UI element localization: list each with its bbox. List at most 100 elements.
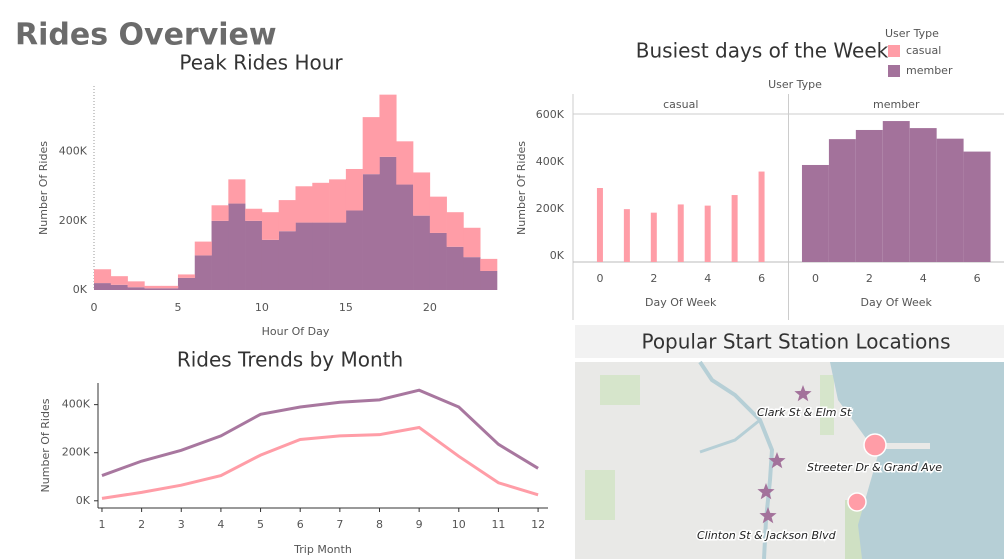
bar xyxy=(463,227,481,258)
park xyxy=(820,375,834,435)
legend-title: User Type xyxy=(885,27,939,40)
bar xyxy=(413,215,431,290)
bar xyxy=(211,205,229,221)
x-axis-title: Day Of Week xyxy=(861,296,933,309)
x-tick-label: 1 xyxy=(98,518,105,531)
legend-label: casual xyxy=(906,44,941,57)
bar xyxy=(312,222,330,290)
y-axis-title: Number Of Rides xyxy=(515,141,528,235)
bar xyxy=(329,222,347,290)
map-header xyxy=(575,325,1004,358)
y-tick-label: 0K xyxy=(550,249,565,262)
line xyxy=(101,425,539,500)
station-markers xyxy=(757,385,887,524)
y-tick-label: 200K xyxy=(59,214,88,227)
park xyxy=(845,500,863,559)
legend-swatch xyxy=(888,45,900,57)
x-tick-label: 4 xyxy=(704,272,711,285)
bar xyxy=(295,222,313,290)
bar xyxy=(731,195,738,262)
bar xyxy=(110,284,128,290)
chart-title: Rides Trends by Month xyxy=(177,348,403,372)
bar xyxy=(963,151,991,262)
bar xyxy=(379,156,397,290)
bar xyxy=(429,232,447,290)
bar xyxy=(194,255,212,290)
x-axis-title: Day Of Week xyxy=(645,296,717,309)
legend-label: member xyxy=(906,64,953,77)
map-title: Popular Start Station Locations xyxy=(641,330,950,354)
station-star xyxy=(768,452,786,469)
bar xyxy=(623,209,630,262)
bar xyxy=(245,220,263,290)
bar xyxy=(379,94,397,157)
bar xyxy=(261,212,280,240)
x-tick-label: 20 xyxy=(423,301,437,314)
x-tick-label: 11 xyxy=(491,518,505,531)
facet-header: member xyxy=(873,98,920,111)
station-label: Clinton St & Jackson Blvd xyxy=(697,529,837,542)
x-tick-label: 8 xyxy=(376,518,383,531)
bar xyxy=(596,188,603,262)
bar xyxy=(828,139,856,262)
bar xyxy=(278,200,296,232)
x-tick-label: 7 xyxy=(336,518,343,531)
bar xyxy=(228,203,246,290)
y-tick-label: 0K xyxy=(76,494,91,507)
station-star xyxy=(757,483,775,500)
bar xyxy=(345,168,363,211)
park xyxy=(585,470,615,520)
y-tick-label: 600K xyxy=(536,108,565,121)
x-tick-label: 15 xyxy=(339,301,353,314)
x-tick-label: 10 xyxy=(452,518,466,531)
bar xyxy=(463,257,481,290)
station-label: Clark St & Elm St xyxy=(757,406,852,419)
bar xyxy=(127,281,145,288)
bar xyxy=(329,179,347,223)
x-tick-label: 2 xyxy=(650,272,657,285)
bar xyxy=(396,184,414,290)
bar xyxy=(228,179,246,204)
x-tick-label: 0 xyxy=(596,272,603,285)
bar xyxy=(161,285,179,289)
bar xyxy=(194,241,212,256)
bar xyxy=(245,208,263,221)
bar xyxy=(312,182,330,223)
station-star xyxy=(759,507,777,524)
bar xyxy=(295,186,313,223)
station-circle xyxy=(863,433,887,457)
x-tick-label: 6 xyxy=(974,272,981,285)
bar xyxy=(909,128,937,262)
bar xyxy=(801,164,829,262)
station-star xyxy=(794,385,812,402)
bar xyxy=(882,121,910,262)
x-tick-label: 10 xyxy=(255,301,269,314)
bar xyxy=(362,117,380,175)
bar xyxy=(650,212,657,262)
y-tick-label: 400K xyxy=(536,155,565,168)
x-tick-label: 4 xyxy=(920,272,927,285)
station-circle xyxy=(847,492,867,512)
legend-swatch xyxy=(888,65,900,77)
dashboard-title: Rides Overview xyxy=(15,18,277,53)
y-tick-label: 400K xyxy=(62,398,91,411)
y-tick-label: 0K xyxy=(73,283,88,296)
x-axis-title: Hour Of Day xyxy=(262,325,330,338)
chart-title: Peak Rides Hour xyxy=(179,51,343,75)
bar xyxy=(480,258,498,271)
bar xyxy=(446,246,464,290)
lake xyxy=(830,362,1004,559)
x-tick-label: 6 xyxy=(758,272,765,285)
bar xyxy=(94,283,112,290)
bar xyxy=(413,172,431,216)
x-tick-label: 5 xyxy=(174,301,181,314)
bar xyxy=(396,141,414,185)
bar xyxy=(211,220,229,290)
bar xyxy=(345,210,363,290)
y-tick-label: 200K xyxy=(536,202,565,215)
x-tick-label: 4 xyxy=(217,518,224,531)
x-tick-label: 2 xyxy=(866,272,873,285)
bar xyxy=(704,205,711,262)
bar xyxy=(446,212,464,247)
